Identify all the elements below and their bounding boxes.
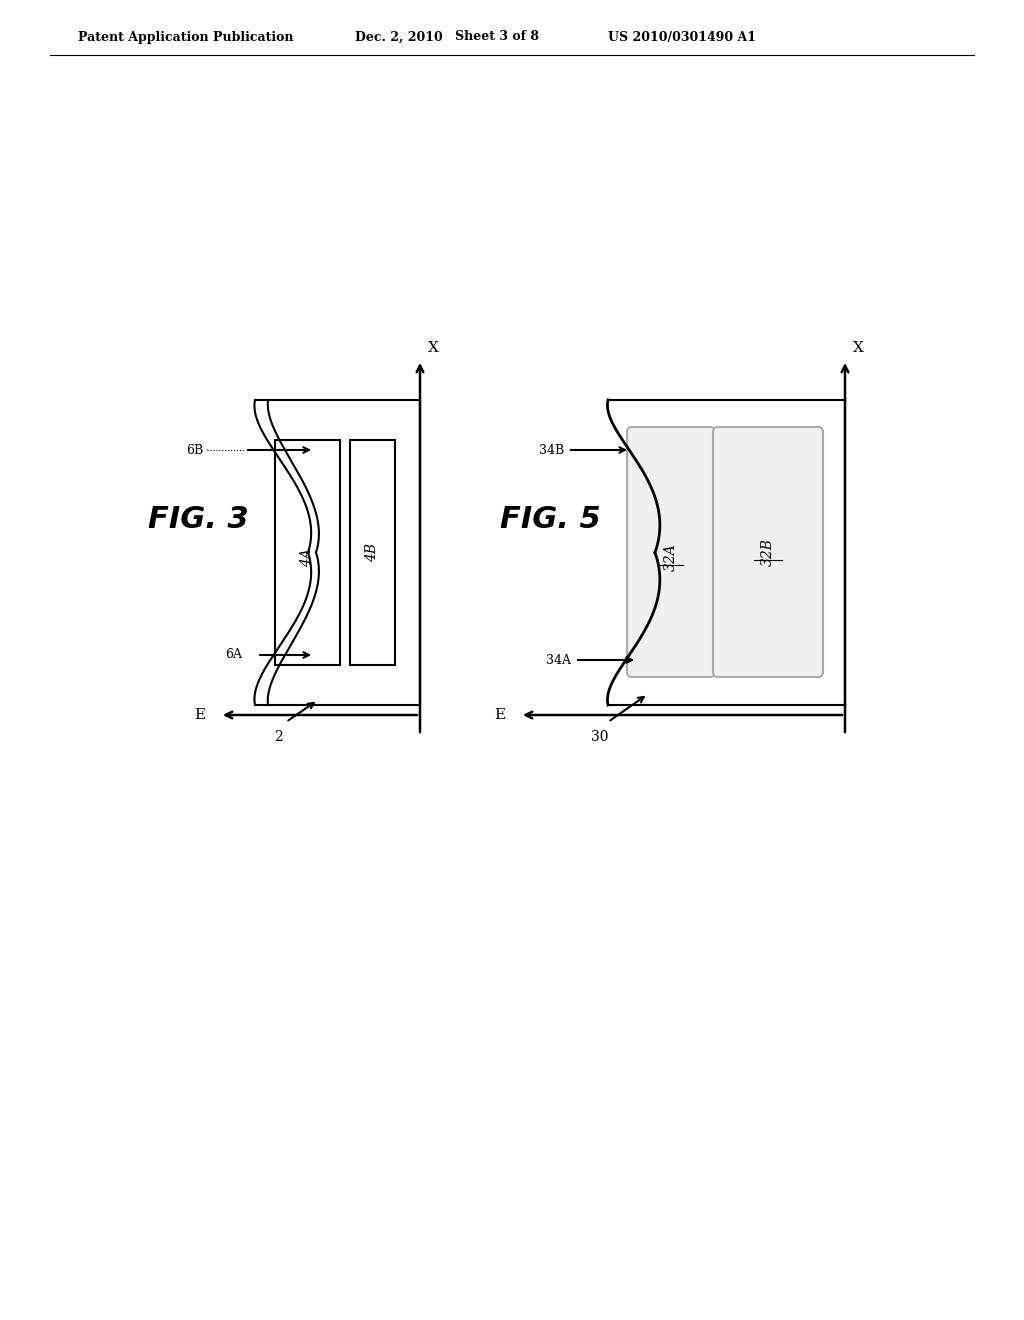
- Bar: [350, 440, 395, 665]
- Text: 34B: 34B: [539, 444, 564, 457]
- Text: 6B: 6B: [185, 444, 203, 457]
- Text: 4A: 4A: [300, 548, 314, 566]
- Text: 32A: 32A: [664, 543, 678, 570]
- Text: Patent Application Publication: Patent Application Publication: [78, 30, 294, 44]
- Bar: [275, 440, 340, 665]
- Text: Dec. 2, 2010: Dec. 2, 2010: [355, 30, 442, 44]
- Text: 4B: 4B: [366, 543, 380, 562]
- Text: FIG. 3: FIG. 3: [148, 506, 249, 535]
- FancyBboxPatch shape: [713, 426, 823, 677]
- Text: FIG. 5: FIG. 5: [500, 506, 601, 535]
- Text: 34A: 34A: [546, 653, 571, 667]
- Text: 32B: 32B: [761, 539, 775, 566]
- Text: US 2010/0301490 A1: US 2010/0301490 A1: [608, 30, 756, 44]
- Text: X: X: [853, 341, 864, 355]
- Text: 30: 30: [591, 730, 608, 744]
- Text: 2: 2: [273, 730, 283, 744]
- Text: E: E: [194, 708, 205, 722]
- Text: Sheet 3 of 8: Sheet 3 of 8: [455, 30, 539, 44]
- FancyBboxPatch shape: [627, 426, 715, 677]
- Text: 6A: 6A: [225, 648, 242, 661]
- Text: E: E: [494, 708, 505, 722]
- Text: X: X: [428, 341, 439, 355]
